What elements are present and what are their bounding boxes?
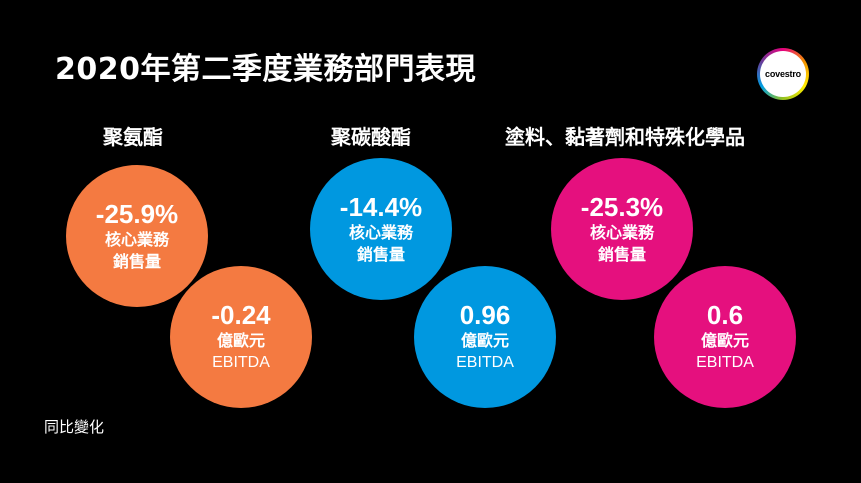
sales-change-value: -25.9% <box>95 199 179 229</box>
ebitda-label: EBITDA <box>696 354 754 371</box>
sales-change-value: -25.3% <box>580 192 664 222</box>
sales-label-core: 核心業務 <box>589 223 654 242</box>
ebitda-label: EBITDA <box>212 354 270 371</box>
sales-change-value: -14.4% <box>339 192 423 222</box>
sales-circle-polyurethanes: -25.9% 核心業務 銷售量 <box>66 165 208 307</box>
segment-title-polycarbonates: 聚碳酸酯 <box>331 125 411 149</box>
ebitda-label: EBITDA <box>456 354 514 371</box>
page-title: 2020年第二季度業務部門表現 <box>55 52 476 87</box>
ebitda-value: -0.24 <box>211 300 271 330</box>
segment-title-polyurethanes: 聚氨酯 <box>103 125 163 149</box>
ebitda-unit: 億歐元 <box>700 331 749 350</box>
footnote: 同比變化 <box>44 418 105 436</box>
sales-label-volume: 銷售量 <box>356 245 405 264</box>
sales-label-core: 核心業務 <box>104 230 169 249</box>
segment-title-coatings: 塗料、黏著劑和特殊化學品 <box>505 125 745 149</box>
sales-label-volume: 銷售量 <box>597 245 646 264</box>
sales-label-volume: 銷售量 <box>112 252 161 271</box>
covestro-logo: covestro <box>757 48 809 100</box>
ebitda-value: 0.6 <box>706 300 744 330</box>
ebitda-unit: 億歐元 <box>216 331 265 350</box>
sales-label-core: 核心業務 <box>348 223 413 242</box>
sales-circle-polycarbonates: -14.4% 核心業務 銷售量 <box>310 158 452 300</box>
ebitda-unit: 億歐元 <box>460 331 509 350</box>
ebitda-circle-polyurethanes: -0.24 億歐元 EBITDA <box>170 266 312 408</box>
ebitda-circle-polycarbonates: 0.96 億歐元 EBITDA <box>414 266 556 408</box>
sales-circle-coatings: -25.3% 核心業務 銷售量 <box>551 158 693 300</box>
ebitda-circle-coatings: 0.6 億歐元 EBITDA <box>654 266 796 408</box>
logo-text: covestro <box>760 51 806 97</box>
ebitda-value: 0.96 <box>459 300 511 330</box>
